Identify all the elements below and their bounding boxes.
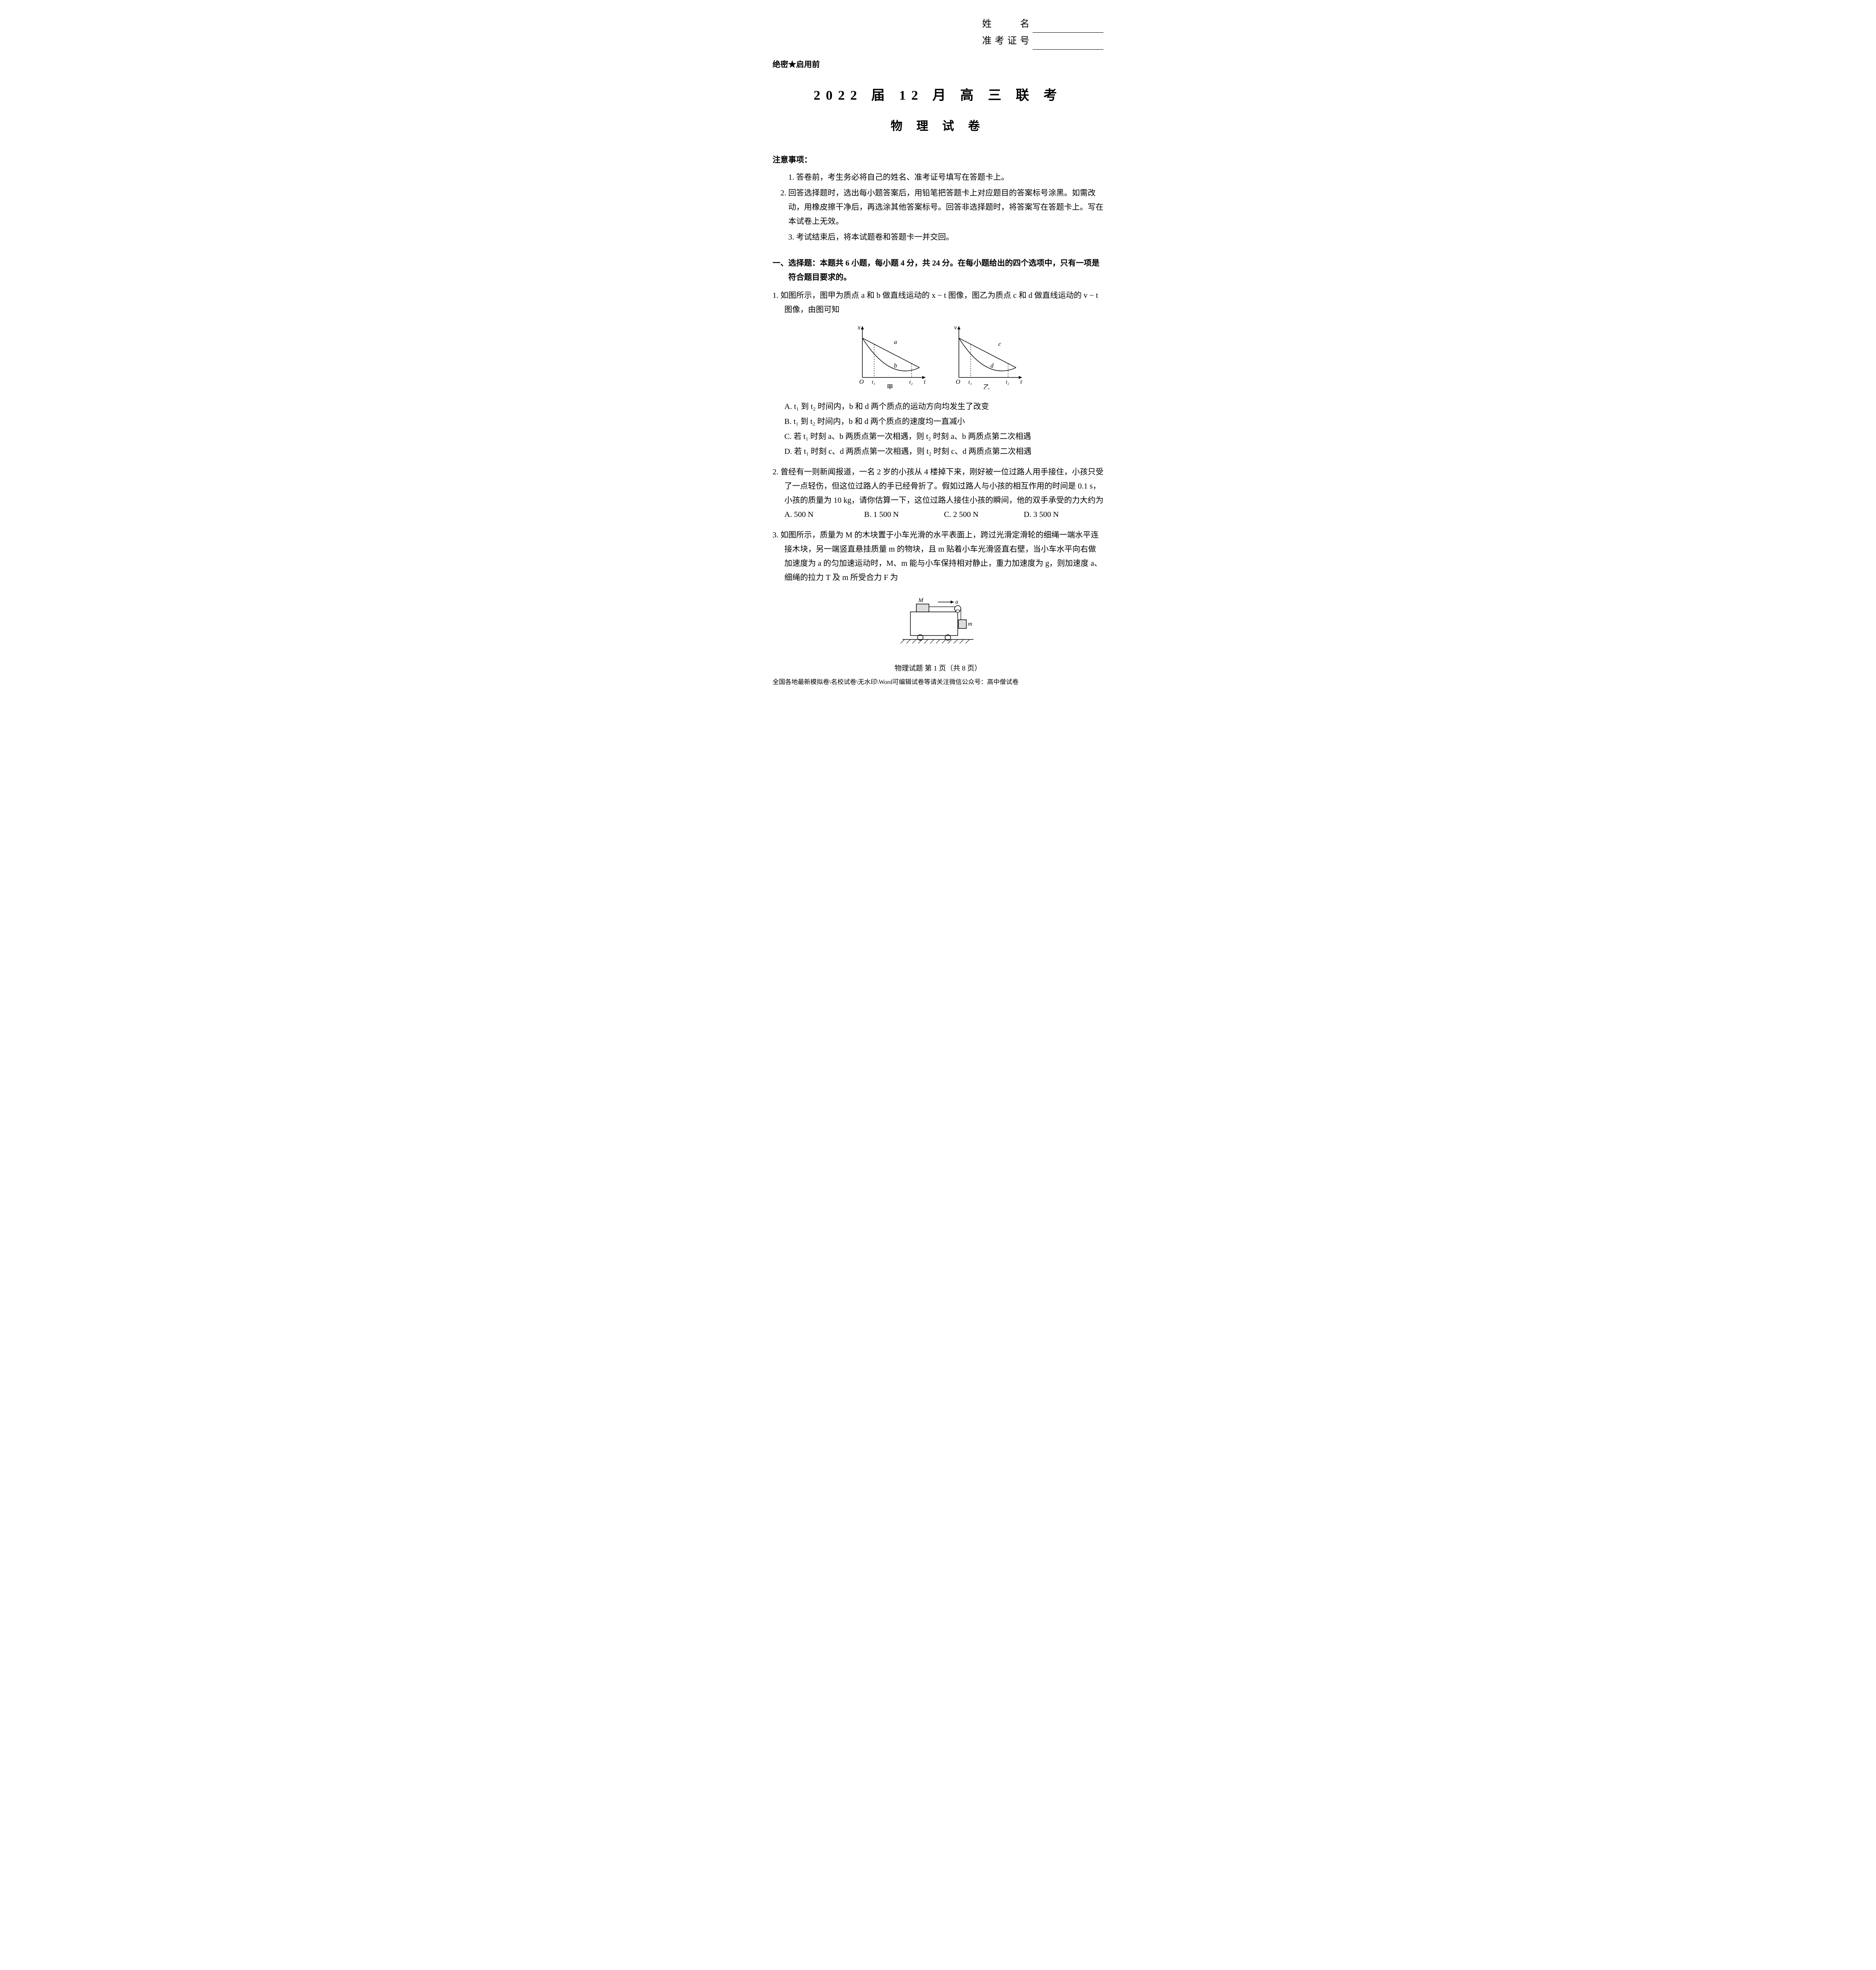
q1-figure-yi: v t O c d t₁ t₂ 乙 xyxy=(947,322,1026,389)
q1-opt-c: C. 若 t₁ 时刻 a、b 两质点第一次相遇，则 t₂ 时刻 a、b 两质点第… xyxy=(784,429,1103,444)
name-label: 姓 名 xyxy=(982,19,1033,29)
q3-diagram: M m a xyxy=(895,590,981,645)
notice-list: 1. 答卷前，考生务必将自己的姓名、准考证号填写在答题卡上。 2. 回答选择题时… xyxy=(788,170,1103,244)
curve-d-label: d xyxy=(990,362,994,369)
examid-field: 准考证号 xyxy=(982,33,1103,50)
q2-opt-a: A. 500 N xyxy=(784,507,864,522)
q1-opt-d: D. 若 t₁ 时刻 c、d 两质点第一次相遇，则 t₂ 时刻 c、d 两质点第… xyxy=(784,444,1103,459)
q1-opt-b: B. t₁ 到 t₂ 时间内，b 和 d 两个质点的速度均一直减小 xyxy=(784,414,1103,429)
label-a: a xyxy=(955,599,958,605)
origin-label: O xyxy=(859,379,864,385)
q2-opt-b: B. 1 500 N xyxy=(864,507,944,522)
notice-heading: 注意事项： xyxy=(773,153,1103,167)
q3-figure: M m a xyxy=(773,590,1103,650)
q1-options: A. t₁ 到 t₂ 时间内，b 和 d 两个质点的运动方向均发生了改变 B. … xyxy=(784,400,1103,459)
origin-label: O xyxy=(956,379,960,385)
q2-options: A. 500 N B. 1 500 N C. 2 500 N D. 3 500 … xyxy=(784,507,1103,522)
sub-title: 物 理 试 卷 xyxy=(773,116,1103,137)
label-M: M xyxy=(918,597,924,604)
axis-t-label: t xyxy=(924,379,926,385)
t1-label: t₁ xyxy=(872,379,875,385)
q1-figure-jia: x t O a b t₁ t₂ 甲 xyxy=(851,322,929,389)
t1-label: t₁ xyxy=(968,379,972,385)
question-2: 2. 曾经有一则新闻报道，一名 2 岁的小孩从 4 楼掉下来，刚好被一位过路人用… xyxy=(773,465,1103,522)
q2-opt-c: C. 2 500 N xyxy=(944,507,1024,522)
notice-item: 3. 考试结束后，将本试题卷和答题卡一并交回。 xyxy=(788,230,1103,244)
q2-text: 2. 曾经有一则新闻报道，一名 2 岁的小孩从 4 楼掉下来，刚好被一位过路人用… xyxy=(784,465,1103,507)
notice-item: 1. 答卷前，考生务必将自己的姓名、准考证号填写在答题卡上。 xyxy=(788,170,1103,184)
t2-label: t₂ xyxy=(1006,379,1009,385)
q3-text: 3. 如图所示，质量为 M 的木块置于小车光滑的水平表面上，跨过光滑定滑轮的细绳… xyxy=(784,528,1103,585)
t2-label: t₂ xyxy=(909,379,913,385)
question-3: 3. 如图所示，质量为 M 的木块置于小车光滑的水平表面上，跨过光滑定滑轮的细绳… xyxy=(773,528,1103,650)
examid-underline xyxy=(1033,39,1103,50)
axis-x-label: x xyxy=(857,324,860,331)
axis-t-label: t xyxy=(1020,379,1022,385)
notice-item: 2. 回答选择题时，选出每小题答案后，用铅笔把答题卡上对应题目的答案标号涂黑。如… xyxy=(788,186,1103,229)
fig-cap-left: 甲 xyxy=(886,384,893,389)
question-1: 1. 如图所示，图甲为质点 a 和 b 做直线运动的 x − t 图像，图乙为质… xyxy=(773,288,1103,459)
name-field: 姓 名 xyxy=(982,16,1103,33)
header-fields: 姓 名 准考证号 xyxy=(773,16,1103,50)
main-title: 2022 届 12 月 高 三 联 考 xyxy=(773,84,1103,108)
examid-label: 准考证号 xyxy=(982,36,1033,46)
name-underline xyxy=(1033,21,1103,33)
q1-figures: x t O a b t₁ t₂ 甲 v t O c xyxy=(773,322,1103,394)
q1-text: 1. 如图所示，图甲为质点 a 和 b 做直线运动的 x − t 图像，图乙为质… xyxy=(784,288,1103,317)
q2-opt-d: D. 3 500 N xyxy=(1024,507,1104,522)
axis-v-label: v xyxy=(954,324,957,331)
page-footer: 物理试题 第 1 页（共 8 页） xyxy=(773,662,1103,675)
section-1-heading: 一、选择题：本题共 6 小题，每小题 4 分，共 24 分。在每小题给出的四个选… xyxy=(788,256,1103,284)
confidential-label: 绝密★启用前 xyxy=(773,58,1103,72)
watermark-footer: 全国各地最新模拟卷\名校试卷\无水印\Word可编辑试卷等请关注微信公众号：高中… xyxy=(773,677,1103,688)
fig-cap-right: 乙 xyxy=(983,384,989,389)
curve-a-label: a xyxy=(894,339,897,346)
label-m: m xyxy=(968,621,972,627)
q1-opt-a: A. t₁ 到 t₂ 时间内，b 和 d 两个质点的运动方向均发生了改变 xyxy=(784,400,1103,414)
curve-c-label: c xyxy=(998,341,1001,348)
curve-b-label: b xyxy=(894,362,897,369)
